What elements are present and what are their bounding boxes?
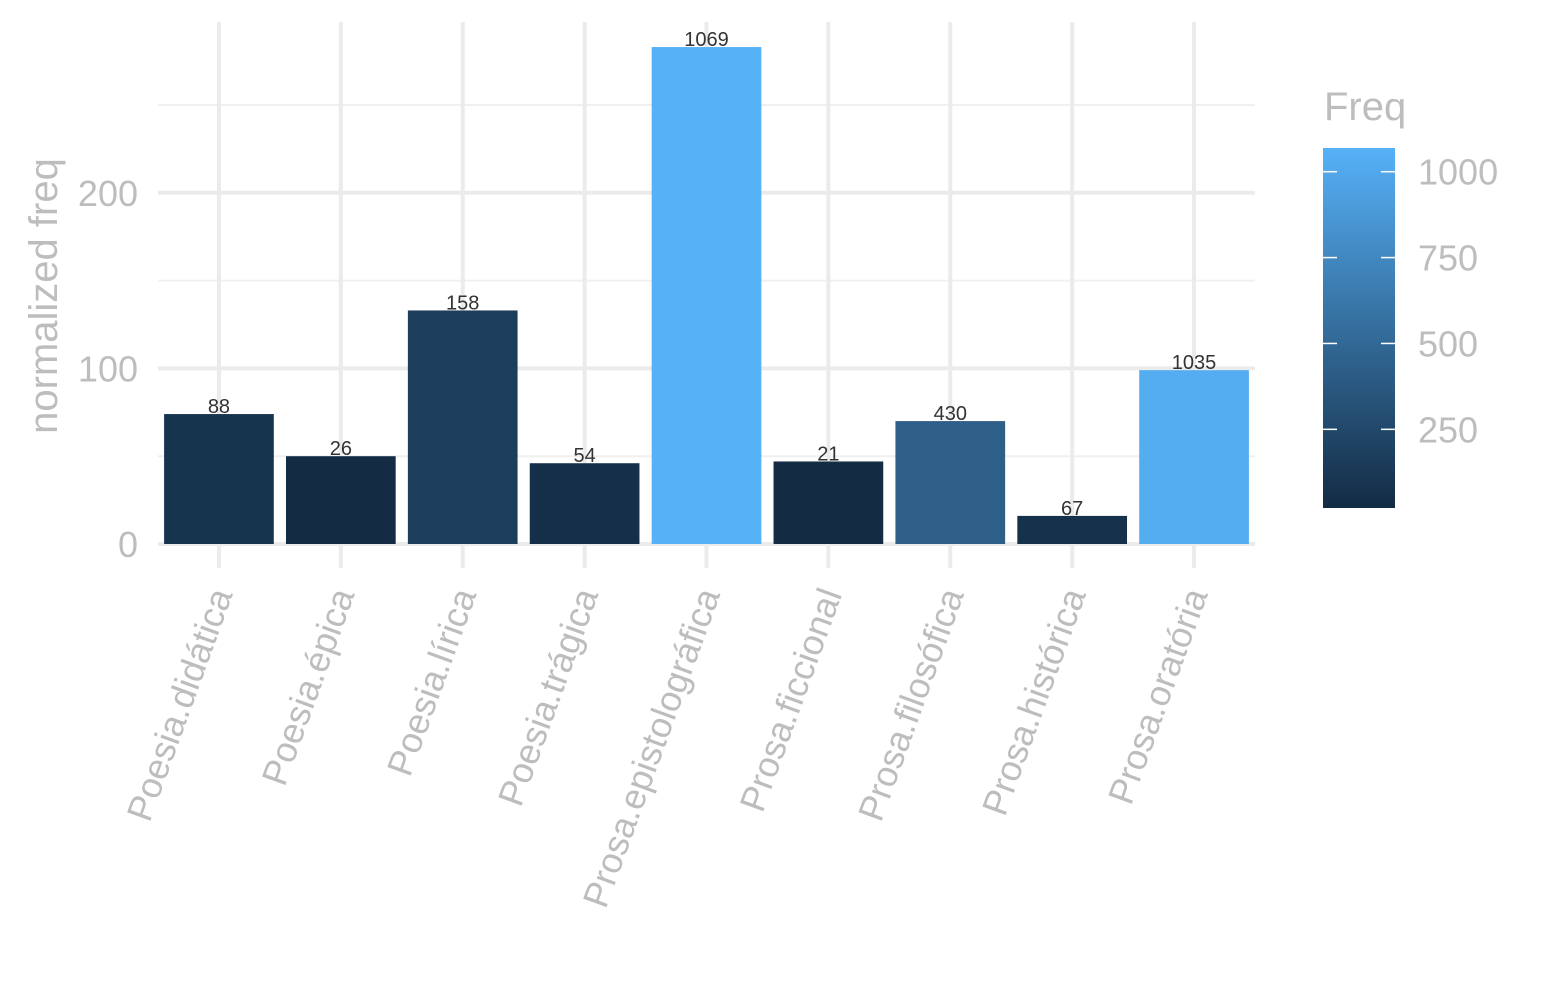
bar-value-label: 67: [1061, 498, 1083, 520]
bar-value-label: 1069: [684, 29, 729, 51]
x-tick-label: Prosa.histórica: [974, 582, 1094, 821]
bar-value-label: 88: [208, 396, 230, 418]
bar-value-label: 1035: [1172, 352, 1217, 374]
bar-value-label: 430: [934, 403, 967, 425]
y-tick-label: 0: [118, 524, 138, 565]
x-tick-label: Poesia.didática: [118, 582, 240, 826]
bar-value-label: 26: [330, 438, 352, 460]
x-axis: Poesia.didática Poesia.épica Poesia.lírica…: [118, 582, 1215, 913]
bar: [529, 463, 640, 544]
y-tick-label: 200: [78, 173, 138, 214]
bar: [1139, 370, 1249, 544]
y-tick-label: 100: [78, 348, 138, 389]
x-tick-label: Prosa.filosófica: [850, 582, 972, 826]
y-axis-title: normalized freq: [22, 158, 66, 434]
bar: [651, 47, 762, 544]
x-tick-label: Prosa.oratória: [1100, 582, 1216, 809]
legend: Freq 250 500 750 1000: [1323, 85, 1498, 508]
x-tick-label: Poesia.trágica: [490, 582, 607, 811]
bars: [164, 47, 1249, 544]
bar: [285, 456, 396, 544]
bar: [895, 421, 1006, 544]
bar: [773, 461, 884, 544]
x-tick-label: Prosa.epistolográfica: [575, 582, 729, 913]
legend-colorbar: [1323, 148, 1395, 508]
y-axis: 0 100 200: [78, 173, 138, 565]
x-tick-label: Prosa.ficcional: [731, 583, 850, 817]
value-labels: 88 26 158 54 1069 21 430 67 1035: [208, 29, 1216, 520]
legend-tick-label: 250: [1418, 409, 1478, 450]
legend-tick-label: 500: [1418, 323, 1478, 364]
bar: [164, 414, 274, 544]
legend-tick-label: 1000: [1418, 152, 1498, 193]
bar-value-label: 158: [446, 292, 479, 314]
bar-value-label: 21: [817, 443, 839, 465]
legend-tick-label: 750: [1418, 238, 1478, 279]
bar-value-label: 54: [573, 445, 595, 467]
x-tick-label: Poesia.épica: [253, 582, 362, 791]
bar: [1017, 515, 1128, 544]
bar: [407, 310, 518, 544]
legend-title: Freq: [1324, 85, 1406, 129]
x-tick-label: Poesia.lírica: [379, 582, 485, 781]
